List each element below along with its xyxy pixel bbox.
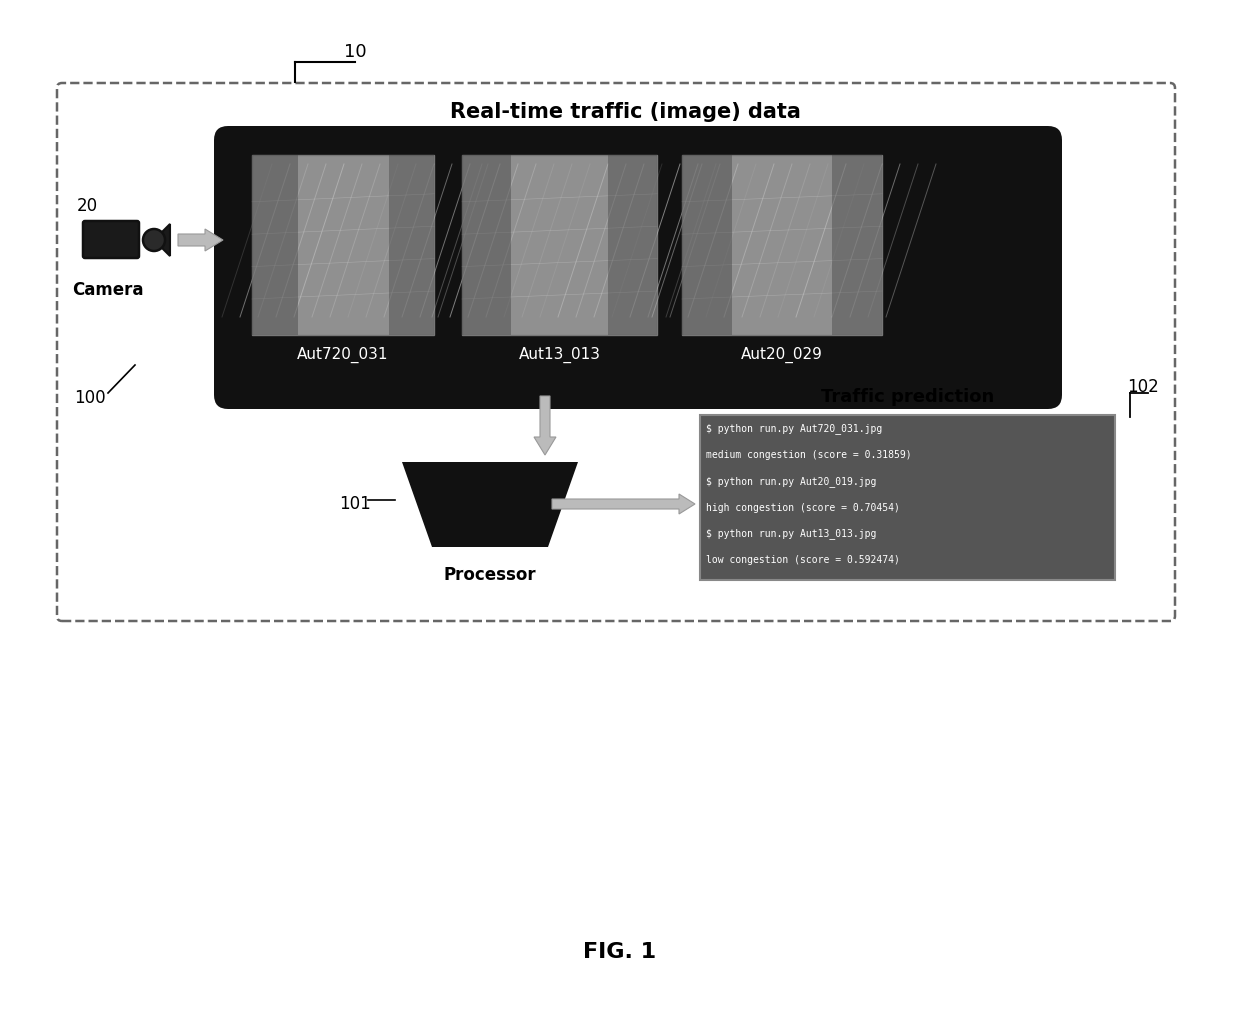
Bar [252, 155, 434, 335]
Text: low congestion (score = 0.592474): low congestion (score = 0.592474) [706, 555, 900, 565]
Text: Aut720_031: Aut720_031 [298, 346, 389, 363]
Bar [463, 155, 511, 335]
Text: $ python run.py Aut13_013.jpg: $ python run.py Aut13_013.jpg [706, 528, 877, 539]
Text: 100: 100 [74, 389, 105, 407]
FancyArrow shape [552, 494, 694, 514]
Text: 102: 102 [1127, 378, 1159, 396]
Text: medium congestion (score = 0.31859): medium congestion (score = 0.31859) [706, 451, 911, 460]
Text: Aut13_013: Aut13_013 [518, 346, 600, 363]
FancyBboxPatch shape [83, 221, 139, 258]
Text: Traffic prediction: Traffic prediction [821, 388, 994, 406]
Circle shape [143, 229, 165, 251]
Text: 101: 101 [339, 495, 371, 513]
FancyArrow shape [179, 229, 223, 251]
Text: 20: 20 [77, 197, 98, 215]
Text: Camera: Camera [72, 281, 144, 299]
Text: $ python run.py Aut20_019.jpg: $ python run.py Aut20_019.jpg [706, 476, 877, 487]
FancyBboxPatch shape [215, 126, 1061, 409]
Polygon shape [154, 224, 170, 256]
Text: FIG. 1: FIG. 1 [584, 942, 656, 962]
Text: Aut20_029: Aut20_029 [742, 346, 823, 363]
Bar [682, 155, 732, 335]
Bar [388, 155, 434, 335]
Bar [463, 155, 657, 335]
FancyArrow shape [534, 396, 556, 455]
Text: Processor: Processor [444, 566, 537, 584]
Bar [609, 155, 657, 335]
Text: high congestion (score = 0.70454): high congestion (score = 0.70454) [706, 502, 900, 512]
Polygon shape [402, 462, 578, 547]
Text: Real-time traffic (image) data: Real-time traffic (image) data [450, 102, 801, 122]
Text: $ python run.py Aut720_031.jpg: $ python run.py Aut720_031.jpg [706, 424, 882, 434]
Bar [682, 155, 882, 335]
Bar [252, 155, 298, 335]
Bar [832, 155, 882, 335]
Bar [701, 415, 1115, 580]
Text: 10: 10 [343, 43, 366, 61]
